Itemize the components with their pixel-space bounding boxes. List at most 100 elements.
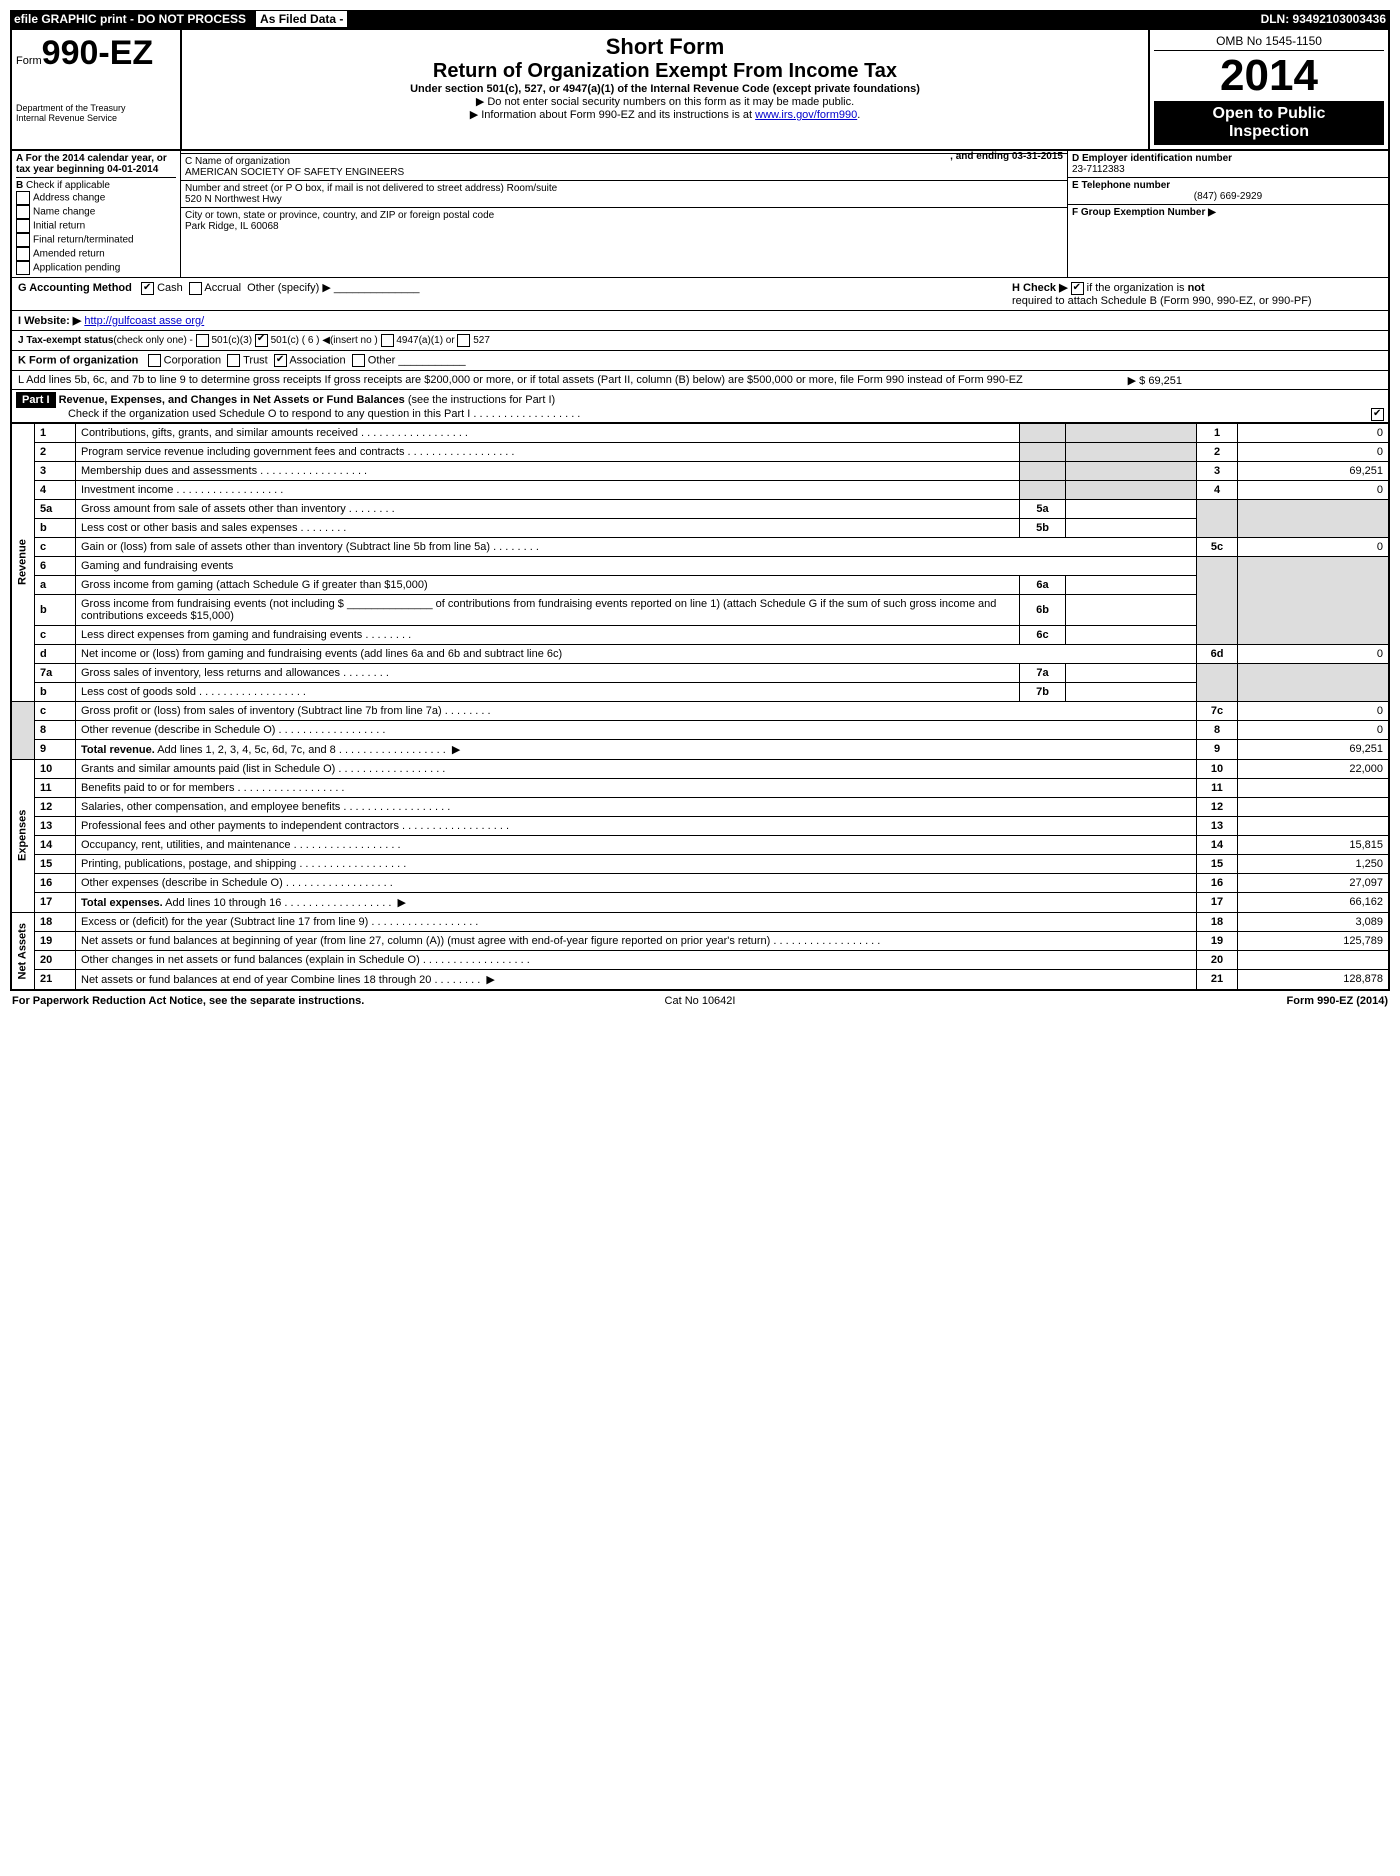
section-c: , and ending 03-31-2015 C Name of organi…: [180, 151, 1067, 277]
section-j: J Tax-exempt status(check only one) - 50…: [10, 331, 1390, 351]
line-19: 19Net assets or fund balances at beginni…: [11, 931, 1389, 950]
dept-treasury: Department of the Treasury: [16, 103, 176, 113]
line-1: Revenue 1Contributions, gifts, grants, a…: [11, 423, 1389, 442]
b-label: B: [16, 180, 23, 191]
line-12: 12Salaries, other compensation, and empl…: [11, 797, 1389, 816]
irs-link[interactable]: www.irs.gov/form990: [755, 109, 857, 121]
checkbox-schedule-o[interactable]: [1371, 408, 1384, 421]
line-21: 21Net assets or fund balances at end of …: [11, 969, 1389, 990]
checkbox-501c[interactable]: [255, 334, 268, 347]
f-group: F Group Exemption Number ▶: [1068, 205, 1388, 220]
checkbox-cash[interactable]: [141, 282, 154, 295]
arrow2: ▶ Information about Form 990-EZ and its …: [186, 108, 1144, 121]
line-6b: bGross income from fundraising events (n…: [11, 594, 1389, 625]
checkbox-final-return[interactable]: [16, 233, 30, 247]
foot-cat: Cat No 10642I: [471, 995, 930, 1007]
section-abcdef: A For the 2014 calendar year, or tax yea…: [10, 151, 1390, 278]
header-center: Short Form Return of Organization Exempt…: [182, 30, 1150, 149]
part1-title: Revenue, Expenses, and Changes in Net As…: [59, 394, 405, 406]
netassets-label: Net Assets: [11, 912, 35, 990]
b-check-label: Check if applicable: [26, 180, 110, 191]
omb-no: OMB No 1545-1150: [1154, 34, 1384, 51]
checkbox-address-change[interactable]: [16, 191, 30, 205]
footer: For Paperwork Reduction Act Notice, see …: [10, 991, 1390, 1011]
checkbox-assoc[interactable]: [274, 354, 287, 367]
short-form: Short Form: [186, 34, 1144, 60]
checkbox-h[interactable]: [1071, 282, 1084, 295]
line-7b: bLess cost of goods sold7b: [11, 682, 1389, 701]
e-phone: E Telephone number(847) 669-2929: [1068, 178, 1388, 205]
line-9: 9Total revenue. Add lines 1, 2, 3, 4, 5c…: [11, 739, 1389, 759]
line-15: 15Printing, publications, postage, and s…: [11, 854, 1389, 873]
line-3: 3Membership dues and assessments369,251: [11, 461, 1389, 480]
line-4: 4Investment income40: [11, 480, 1389, 499]
checkbox-initial-return[interactable]: [16, 219, 30, 233]
section-l: L Add lines 5b, 6c, and 7b to line 9 to …: [10, 371, 1390, 390]
line-6a: aGross income from gaming (attach Schedu…: [11, 575, 1389, 594]
dln: DLN: 93492103003436: [1261, 12, 1386, 26]
org-street: 520 N Northwest Hwy: [185, 194, 282, 205]
line-16: 16Other expenses (describe in Schedule O…: [11, 873, 1389, 892]
form-number: 990-EZ: [42, 34, 154, 72]
checkbox-other[interactable]: [352, 354, 365, 367]
checkbox-corp[interactable]: [148, 354, 161, 367]
foot-left: For Paperwork Reduction Act Notice, see …: [12, 995, 471, 1007]
financial-table: Revenue 1Contributions, gifts, grants, a…: [10, 423, 1390, 991]
checkbox-accrual[interactable]: [189, 282, 202, 295]
expenses-label: Expenses: [11, 759, 35, 912]
header-left: Form990-EZ Department of the Treasury In…: [12, 30, 182, 149]
checkbox-name-change[interactable]: [16, 205, 30, 219]
line-6c: cLess direct expenses from gaming and fu…: [11, 625, 1389, 644]
l-text: L Add lines 5b, 6c, and 7b to line 9 to …: [18, 374, 1023, 386]
c-street-row: Number and street (or P O box, if mail i…: [181, 181, 1067, 208]
line-13: 13Professional fees and other payments t…: [11, 816, 1389, 835]
line-5a: 5aGross amount from sale of assets other…: [11, 499, 1389, 518]
checkbox-application-pending[interactable]: [16, 261, 30, 275]
line-6: 6Gaming and fundraising events: [11, 556, 1389, 575]
subtitle: Under section 501(c), 527, or 4947(a)(1)…: [186, 83, 1144, 95]
tax-year: 2014: [1154, 51, 1384, 101]
revenue-label: Revenue: [11, 423, 35, 701]
section-b: A For the 2014 calendar year, or tax yea…: [12, 151, 180, 277]
i-label: I Website: ▶: [18, 315, 81, 327]
c-city-row: City or town, state or province, country…: [181, 208, 1067, 234]
return-title: Return of Organization Exempt From Incom…: [186, 60, 1144, 83]
line-2: 2Program service revenue including gover…: [11, 442, 1389, 461]
l-value: ▶ $ 69,251: [1128, 374, 1182, 387]
line-a-start: A For the 2014 calendar year, or tax yea…: [16, 153, 167, 175]
line-5b: bLess cost or other basis and sales expe…: [11, 518, 1389, 537]
form-prefix: Form: [16, 55, 42, 67]
checkbox-amended-return[interactable]: [16, 247, 30, 261]
checkbox-4947[interactable]: [381, 334, 394, 347]
form-990ez-page: efile GRAPHIC print - DO NOT PROCESS As …: [10, 10, 1390, 1011]
part1-header: Part I Revenue, Expenses, and Changes in…: [10, 390, 1390, 423]
org-name: AMERICAN SOCIETY OF SAFETY ENGINEERS: [185, 167, 404, 178]
asfiled-box: As Filed Data -: [256, 11, 347, 27]
line-8: 8Other revenue (describe in Schedule O)8…: [11, 720, 1389, 739]
section-g-h: G Accounting Method Cash Accrual Other (…: [10, 278, 1390, 311]
k-label: K Form of organization: [18, 354, 138, 366]
section-i: I Website: ▶ http://gulfcoast asse org/: [10, 311, 1390, 331]
phone-value: (847) 669-2929: [1072, 191, 1384, 202]
part1-check-text: Check if the organization used Schedule …: [68, 408, 470, 420]
efile-text: efile GRAPHIC print - DO NOT PROCESS: [14, 12, 246, 26]
line-6d: dNet income or (loss) from gaming and fu…: [11, 644, 1389, 663]
line-a-end: , and ending 03-31-2015: [950, 151, 1063, 162]
checkbox-501c3[interactable]: [196, 334, 209, 347]
checkbox-trust[interactable]: [227, 354, 240, 367]
checkbox-527[interactable]: [457, 334, 470, 347]
header-right: OMB No 1545-1150 2014 Open to PublicInsp…: [1150, 30, 1388, 149]
line-17: 17Total expenses. Add lines 10 through 1…: [11, 892, 1389, 912]
section-k: K Form of organization Corporation Trust…: [10, 351, 1390, 371]
line-7c: cGross profit or (loss) from sales of in…: [11, 701, 1389, 720]
website-link[interactable]: http://gulfcoast asse org/: [84, 315, 204, 327]
j-label: J Tax-exempt status: [18, 335, 113, 346]
line-5c: cGain or (loss) from sale of assets othe…: [11, 537, 1389, 556]
d-ein: D Employer identification number23-71123…: [1068, 151, 1388, 178]
part1-bar: Part I: [16, 392, 56, 408]
line-7a: 7aGross sales of inventory, less returns…: [11, 663, 1389, 682]
open-public: Open to PublicInspection: [1154, 101, 1384, 145]
line-10: Expenses 10Grants and similar amounts pa…: [11, 759, 1389, 778]
h-block: H Check ▶ if the organization is not req…: [1012, 281, 1382, 307]
c-name-row: C Name of organizationAMERICAN SOCIETY O…: [181, 154, 1067, 181]
